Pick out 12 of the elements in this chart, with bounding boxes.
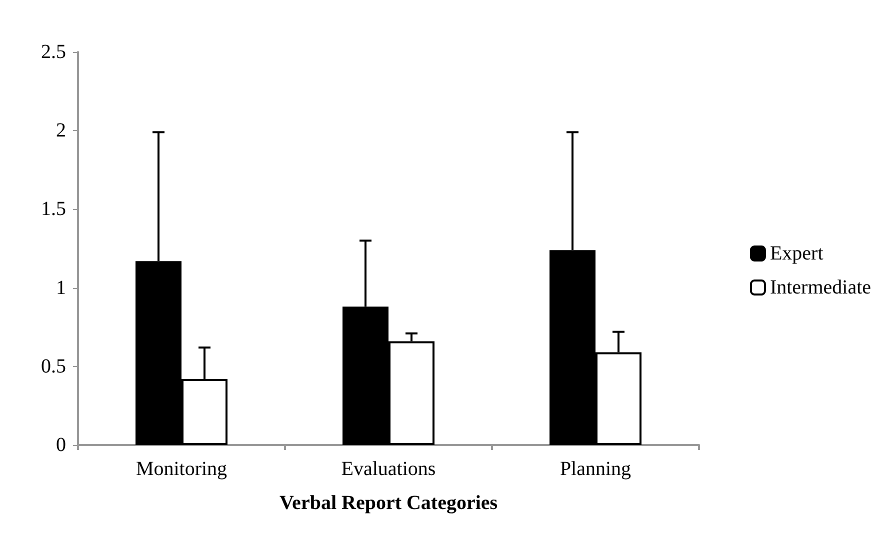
y-tick-label: 2.5: [41, 41, 66, 63]
y-tick-label: 1.5: [41, 198, 66, 220]
y-tick-label: 1: [56, 276, 66, 299]
x-tick-label: Evaluations: [341, 458, 436, 480]
y-tick-label: 0.5: [41, 355, 66, 378]
x-tick-label: Planning: [560, 458, 632, 480]
legend-label: Intermediate: [770, 276, 872, 298]
x-tick-label: Monitoring: [136, 458, 228, 480]
y-tick-label: 2: [56, 120, 66, 142]
x-axis-title: Verbal Report Categories: [279, 492, 498, 514]
legend-label: Expert: [770, 242, 824, 264]
y-tick-label: 0: [56, 434, 66, 456]
